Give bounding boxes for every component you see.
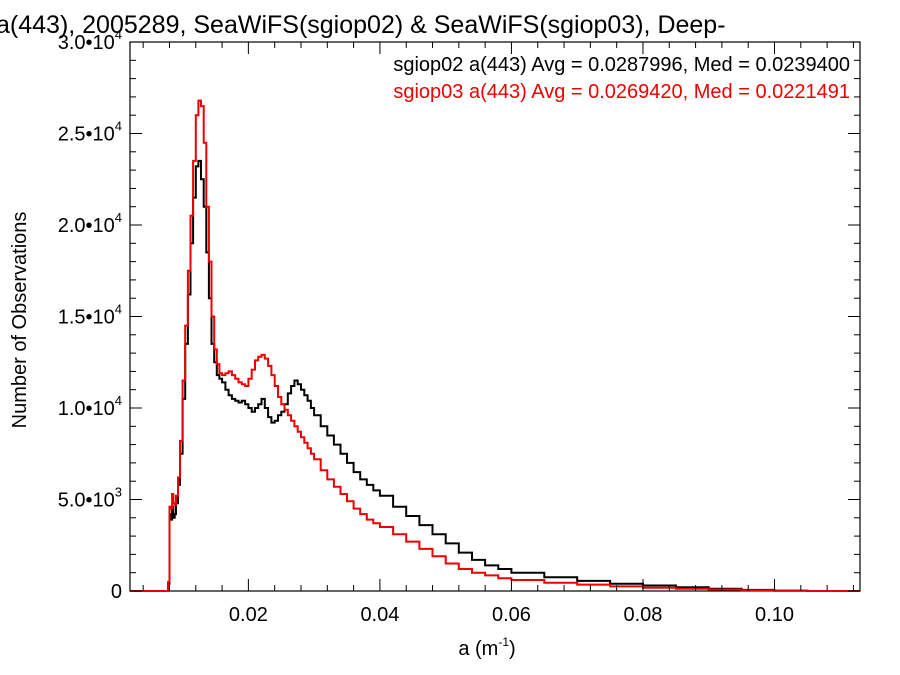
x-axis-label: a (m-1): [458, 635, 515, 660]
chart-title: a(443), 2005289, SeaWiFS(sgiop02) & SeaW…: [0, 11, 726, 39]
y-tick-label: 2.0•104: [58, 210, 122, 237]
x-axis: 0.02 0.04 0.06 0.08 0.10: [142, 42, 854, 626]
y-tick-label: 3.0•104: [58, 27, 122, 54]
plot-frame: [129, 41, 861, 592]
x-tick-label: 0.04: [360, 604, 399, 626]
x-tick-label: 0.06: [492, 604, 531, 626]
y-axis: 0 5.0•103 1.0•104 1.5•104 2.0•104 2.5•104 3.0•…: [58, 27, 860, 603]
legend-sgiop02: sgiop02 a(443) Avg = 0.0287996, Med = 0.…: [393, 54, 850, 76]
y-tick-label: 2.5•104: [58, 119, 122, 146]
y-tick-label: 1.5•104: [58, 302, 122, 329]
plot-area: [129, 41, 861, 592]
legend-sgiop03: sgiop03 a(443) Avg = 0.0269420, Med = 0.…: [393, 81, 850, 103]
y-tick-label: 1.0•104: [58, 393, 122, 420]
x-tick-label: 0.08: [624, 604, 663, 626]
x-tick-label: 0.02: [229, 604, 268, 626]
y-tick-label: 5.0•103: [58, 485, 122, 512]
series-sgiop02-line: [130, 159, 860, 592]
series-sgiop03-line: [130, 99, 860, 592]
series-layer: [130, 99, 860, 592]
y-tick-label: 0: [111, 581, 122, 603]
y-axis-label: Number of Observations: [9, 212, 31, 429]
x-tick-label: 0.10: [755, 604, 794, 626]
